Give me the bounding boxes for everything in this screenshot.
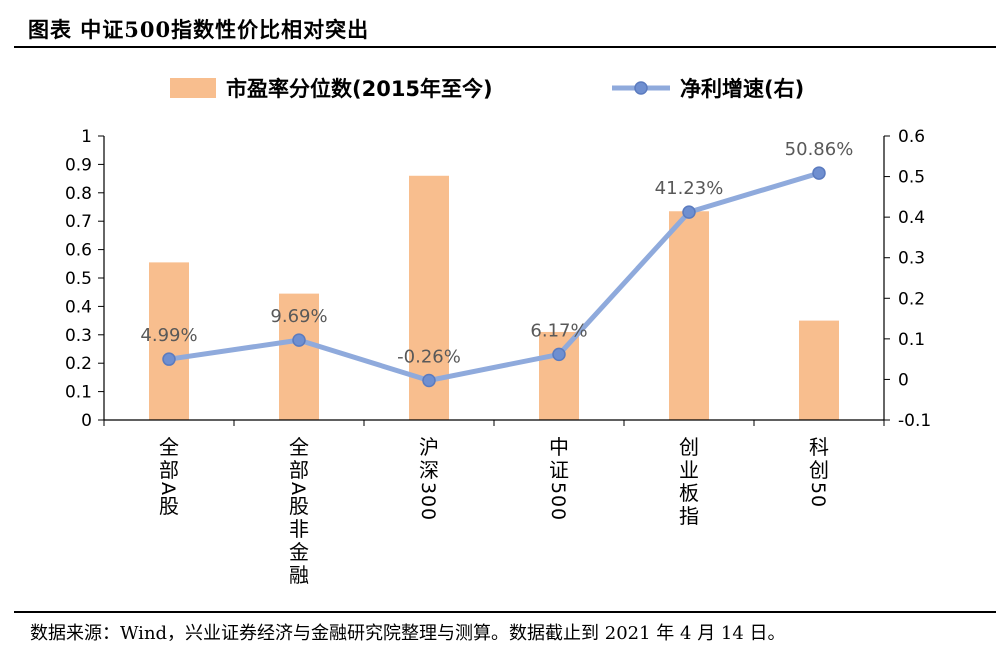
left-tick-label: 0.8	[65, 184, 92, 204]
left-tick-label: 0.4	[65, 297, 92, 317]
category-char: 全	[159, 435, 179, 459]
legend-line-label: 净利增速(右)	[680, 77, 804, 101]
category-char: 5	[807, 482, 829, 494]
category-char: 股	[159, 494, 179, 518]
line-point-全部A股	[162, 352, 176, 366]
data-label: -0.26%	[397, 346, 461, 367]
category-char: 创	[679, 435, 699, 459]
category-char: 业	[679, 458, 699, 482]
legend-bar-label: 市盈率分位数(2015年至今)	[226, 77, 493, 101]
line-point-创业板指	[682, 205, 696, 219]
data-label: 6.17%	[530, 320, 587, 341]
right-tick-label: -0.1	[898, 411, 931, 431]
category-char: 沪	[419, 435, 439, 459]
bar-全部A股	[149, 262, 189, 420]
category-char: 科	[809, 435, 829, 459]
left-tick-label: 0.5	[65, 269, 92, 289]
chart-title: 图表 中证500指数性价比相对突出	[28, 17, 370, 42]
category-char: 融	[289, 563, 309, 587]
category-char: 证	[549, 458, 569, 482]
category-char: A	[287, 482, 309, 495]
left-tick-label: 1	[81, 127, 92, 147]
bar-series	[149, 175, 839, 420]
category-char: 指	[679, 504, 699, 528]
category-char: 非	[289, 517, 309, 541]
axes: 0 0.1 0.2 0.3 0.4 0.5 0.6 0.7 0.8 0.9 1 -0.1 0 0.1 0.2…	[65, 127, 931, 431]
left-tick-label: 0.2	[65, 354, 92, 374]
category-char: 0	[417, 495, 439, 507]
category-char: 部	[159, 458, 179, 482]
line-point-沪深300	[422, 373, 436, 388]
category-char: 0	[807, 495, 829, 507]
right-tick-label: 0.3	[898, 249, 925, 269]
footer-divider	[14, 611, 996, 613]
bar-中证500	[539, 331, 579, 420]
chart-area: 市盈率分位数(2015年至今) 净利增速(右) 00.10.20.30.40.50…	[65, 77, 931, 587]
line-path	[168, 170, 820, 383]
category-char: 全	[289, 435, 309, 459]
category-char: A	[157, 482, 179, 495]
left-tick-label: 0.6	[65, 241, 92, 261]
category-char: 股	[289, 494, 309, 518]
bar-科创50	[799, 320, 839, 420]
data-label: 9.69%	[270, 306, 327, 327]
left-tick-label: 0.3	[65, 326, 92, 346]
category-char: 3	[417, 482, 439, 494]
line-point-科创50	[812, 166, 826, 180]
right-tick-label: 0.2	[898, 289, 925, 309]
category-char: 部	[289, 458, 309, 482]
category-char: 0	[547, 508, 569, 520]
data-label: 50.86%	[785, 139, 854, 160]
bar-全部A股非金融	[279, 293, 319, 420]
category-char: 金	[289, 540, 309, 564]
line-series	[162, 166, 826, 388]
category-char: 5	[547, 482, 569, 494]
left-tick-label: 0	[81, 411, 92, 431]
right-tick-label: 0.6	[898, 127, 925, 147]
right-tick-label: 0.5	[898, 168, 925, 188]
legend: 市盈率分位数(2015年至今) 净利增速(右)	[170, 77, 804, 101]
category-label-中证500: 中证500	[547, 435, 569, 520]
data-label: 4.99%	[140, 325, 197, 346]
category-char: 板	[679, 481, 699, 505]
source-note: 数据来源：Wind，兴业证券经济与金融研究院整理与测算。数据截止到 2021 年…	[30, 623, 786, 644]
left-tick-label: 0.7	[65, 212, 92, 232]
right-tick-label: 0.1	[898, 330, 925, 350]
category-char: 深	[419, 458, 439, 482]
title-divider	[14, 46, 996, 48]
right-tick-label: 0	[898, 370, 909, 390]
left-tick-label: 0.9	[65, 155, 92, 175]
category-char: 创	[809, 458, 829, 482]
line-point-中证500	[552, 347, 566, 362]
data-label: 41.23%	[655, 178, 724, 199]
right-tick-label: 0.4	[898, 208, 925, 228]
line-point-全部A股非金融	[292, 333, 306, 347]
legend-bar-swatch	[170, 78, 216, 98]
legend-line-marker	[634, 81, 648, 95]
category-char: 0	[417, 508, 439, 520]
category-char: 中	[549, 435, 569, 459]
left-tick-label: 0.1	[65, 383, 92, 403]
data-labels: 4.99% 9.69% -0.26% 6.17% 41.23% 50.86%	[140, 139, 853, 367]
bar-创业板指	[669, 211, 709, 420]
category-char: 0	[547, 495, 569, 507]
